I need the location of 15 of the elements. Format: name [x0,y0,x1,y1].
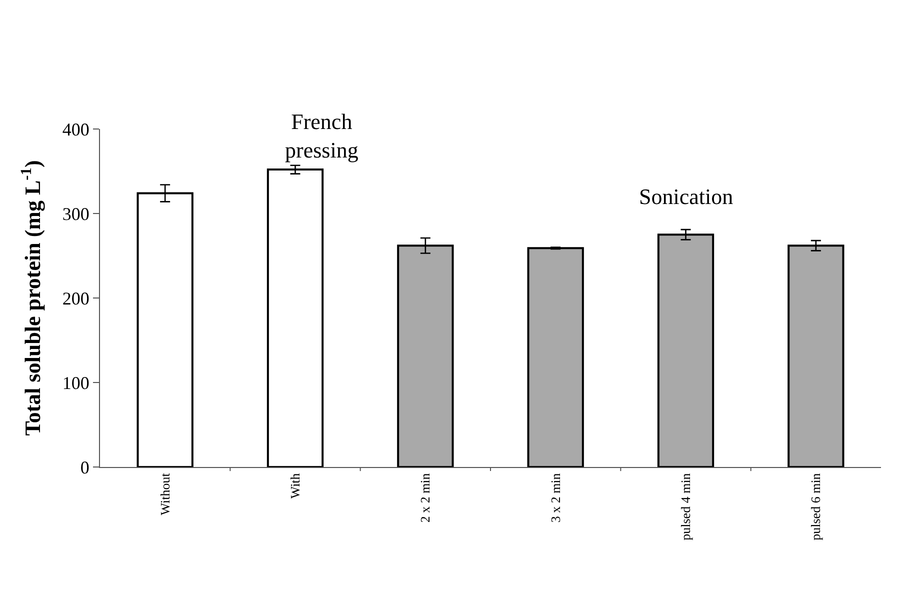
x-tick-label: With [287,472,302,499]
y-tick-label: 400 [62,119,90,140]
y-tick-label: 100 [62,372,90,393]
bar [527,247,584,467]
y-tick-label: 300 [62,204,90,224]
x-tick-label: pulsed 4 min [678,472,693,540]
x-tick-label: 3 x 2 min [548,472,563,523]
x-tick-label: Without [157,472,172,516]
bar [266,168,324,467]
y-tick-label: 200 [62,288,90,308]
x-tick-label: 2 x 2 min [418,472,433,523]
x-tick-label: pulsed 6 min [808,472,824,540]
annotation: French pressing [285,109,358,163]
annotation: Sonication [639,184,734,209]
y-tick-label: 0 [80,457,90,478]
